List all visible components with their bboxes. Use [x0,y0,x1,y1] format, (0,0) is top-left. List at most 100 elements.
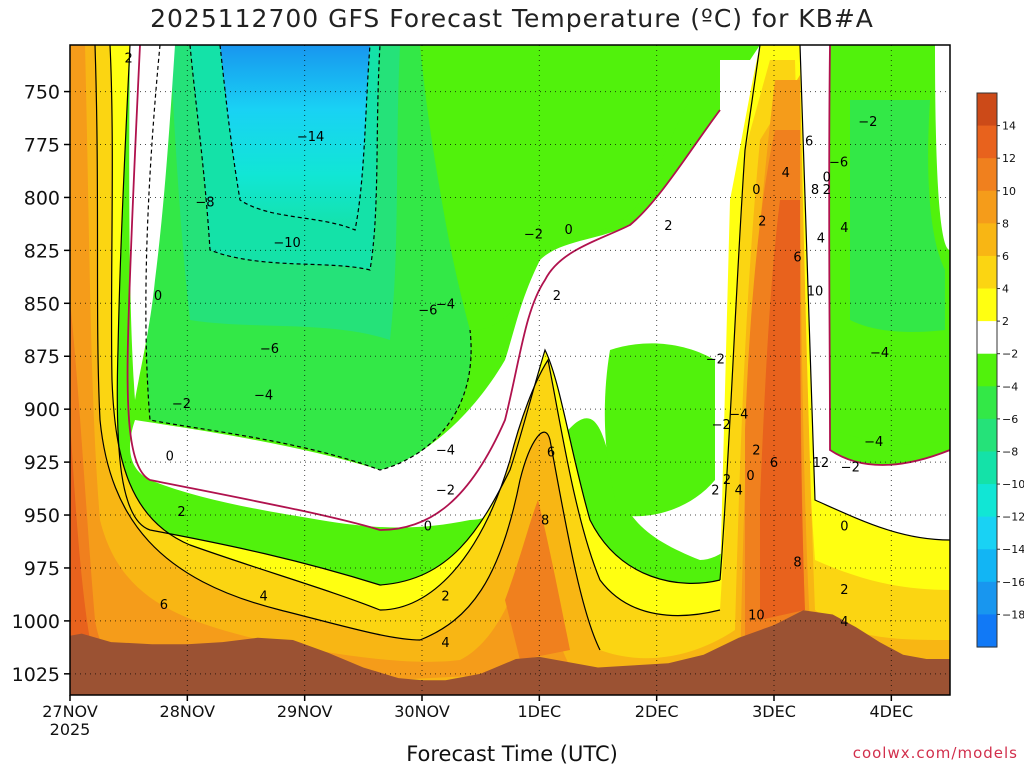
x-tick-label: 30NOV [394,702,450,721]
contour-label: 2 [711,484,719,499]
contour-label: 4 [840,615,848,630]
contour-label: 6 [805,134,813,149]
colorbar-swatch [977,353,997,387]
y-tick-label: 950 [24,505,60,527]
colorbar-swatch [977,223,997,257]
contour-label: 12 [813,456,830,471]
y-tick-label: 750 [24,82,60,104]
colorbar-tick-label: −2 [1002,348,1018,361]
colorbar-swatch [977,288,997,322]
field-plus12-left [70,420,90,650]
y-tick-label: 1000 [12,611,60,633]
contour-label: 6 [793,251,801,266]
contour-label: 2 [125,52,133,67]
contour-label: 8 [793,556,801,571]
contour-label: 2 [752,443,760,458]
colorbar-swatch [977,93,997,127]
contour-plus4 [109,45,721,617]
field-minus2-upper [420,45,720,330]
colorbar-swatch [977,484,997,518]
contour-plus2 [116,45,721,586]
colorbar-tick-label: 12 [1002,152,1016,165]
colorbar-tick-label: −14 [1002,543,1024,556]
contour-label: 4 [441,636,449,651]
colorbar-swatch [977,255,997,290]
x-tick-label: 2DEC [635,702,679,721]
contour-label: 2 [177,505,185,520]
contour-label: −6 [418,304,437,319]
colorbar-tick-label: 4 [1002,283,1009,296]
field-plus10-dec1 [505,500,570,660]
colorbar-tick-label: 8 [1002,217,1009,230]
y-axis: 750 775 800 825 850 875 900 925 950 975 1000 1025 [12,82,70,686]
contour-label: 4 [735,484,743,499]
y-tick-label: 925 [24,452,60,474]
contour-label: 2 [441,589,449,604]
y-tick-label: 975 [24,558,60,580]
contour-label: −4 [864,435,883,450]
contour-minus10 [189,45,381,271]
colorbar-tick-label: 6 [1002,250,1009,263]
contour-label: −4 [436,443,455,458]
colorbar-swatch [977,125,997,159]
x-axis: 27NOV 28NOV 29NOV 30NOV 1DEC 2DEC 3DEC 4DEC 2025 [42,695,913,739]
y-tick-label: 825 [24,240,60,262]
colorbar-tick-label: −4 [1002,380,1018,393]
field-minus2-dec2 [604,343,715,517]
contour-label: 2 [840,583,848,598]
colorbar-tick-label: 14 [1002,120,1016,133]
field-minus4-dec4 [850,100,945,332]
x-tick-label: 27NOV [42,702,98,721]
contour-label: −2 [706,352,725,367]
x-tick-label: 3DEC [752,702,796,721]
plot-frame [69,44,951,696]
x-axis-title: Forecast Time (UTC) [406,742,618,766]
y-tick-label: 775 [24,135,60,157]
colorbar-swatch [977,549,997,583]
colorbar-tick-label: −8 [1002,445,1018,458]
contour-plus6 [94,45,601,651]
contour-label: 2 [553,289,561,304]
y-tick-label: 850 [24,293,60,315]
field-plus12-dec3 [760,200,805,620]
contour-zero-right [828,45,950,466]
contour-label: 6 [160,598,168,613]
x-tick-label: 29NOV [277,702,333,721]
colorbar-swatch [977,516,997,550]
contour-plus2-dec3 [719,45,761,581]
contour-label: 4 [259,589,267,604]
x-tick-label: 1DEC [517,702,561,721]
colorbar-swatch [977,321,997,355]
contour-label: −2 [172,397,191,412]
colorbar-swatch [977,614,997,648]
contour-label: 0 [840,520,848,535]
colorbar-tick-label: −6 [1002,413,1018,426]
contour-label: 4 [782,166,790,181]
contour-minus14 [219,45,371,231]
contour-label: −4 [436,297,455,312]
contour-label: −10 [273,236,300,251]
contour-label: 0 [565,223,573,238]
field-plus4 [70,45,950,695]
contour-label: −6 [260,342,279,357]
colorbar-tick-label: 2 [1002,315,1009,328]
field-plus8 [70,45,812,695]
contour-label: −14 [297,130,324,145]
contour-label: 4 [840,221,848,236]
colorbar-tick-label: −12 [1002,511,1024,524]
colorbar-tick-label: 10 [1002,185,1016,198]
contour-label: −2 [524,227,543,242]
contour-label: −2 [858,115,877,130]
contour-label: 2 [723,473,731,488]
colorbar-tick-label: −18 [1002,608,1024,621]
colorbar: 14 12 10 8 6 4 2 −2 −4 −6 −8 −10 −12 −14 −16 −18 [976,92,1024,648]
contour-label: −8 [195,196,214,211]
field-minus14 [220,45,370,230]
contour-label: −4 [870,346,889,361]
contour-label: −2 [841,460,860,475]
contour-label: −4 [254,388,273,403]
contour-label: 10 [748,609,765,624]
colorbar-tick-label: −10 [1002,478,1024,491]
